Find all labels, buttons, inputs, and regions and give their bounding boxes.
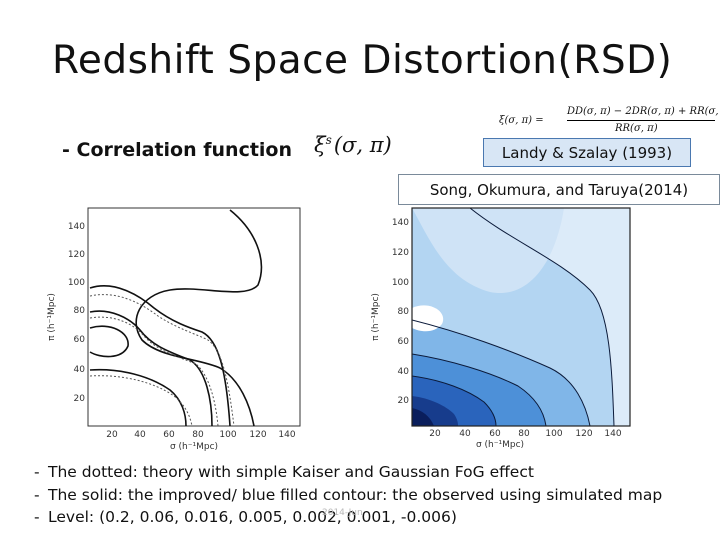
left-plot-frame [87, 207, 301, 427]
left-y-axis-label: π (h⁻¹Mpc) [47, 293, 57, 341]
left-x-tick-140: 140 [278, 430, 295, 440]
right-x-tick-100: 100 [545, 429, 562, 439]
left-contour-bottom [89, 368, 187, 427]
left-x-tick-20: 20 [106, 430, 118, 440]
song-okumura-taruya-reference: Song, Okumura, and Taruya(2014) [398, 174, 720, 205]
left-contour-outer [135, 209, 263, 427]
left-y-tick-100: 100 [68, 278, 85, 288]
left-contour-inner [89, 310, 213, 427]
left-contour-mid [89, 285, 231, 427]
right-x-tick-80: 80 [518, 429, 530, 439]
landy-szalay-reference: Landy & Szalay (1993) [483, 138, 691, 167]
left-solid-contours [89, 209, 263, 427]
right-y-axis-label: π (h⁻¹Mpc) [371, 293, 381, 341]
right-x-tick-40: 40 [459, 429, 471, 439]
left-x-tick-60: 60 [163, 430, 175, 440]
formula-fraction-bar [567, 120, 715, 121]
left-y-ticks: 140 120 100 80 60 40 20 [68, 222, 85, 404]
right-y-tick-60: 60 [398, 337, 410, 347]
left-contour-plot: 140 120 100 80 60 40 20 20 40 60 80 100 … [47, 207, 301, 452]
right-y-tick-80: 80 [398, 307, 410, 317]
left-x-tick-40: 40 [134, 430, 146, 440]
right-white-lobe [412, 305, 444, 332]
left-x-axis-label: σ (h⁻¹Mpc) [170, 442, 218, 452]
left-x-tick-120: 120 [249, 430, 266, 440]
left-y-tick-60: 60 [74, 335, 86, 345]
right-x-tick-120: 120 [575, 429, 592, 439]
formula-denominator: RR(σ, π) [615, 123, 658, 134]
xi-symbol: ξs (σ, π) [314, 133, 392, 157]
left-y-tick-20: 20 [74, 394, 86, 404]
landy-szalay-formula: ξ(σ, π) = DD(σ, π) − 2DR(σ, π) + RR(σ, π… [497, 104, 720, 138]
left-y-tick-80: 80 [74, 306, 86, 316]
left-x-tick-100: 100 [219, 430, 236, 440]
formula-lhs: ξ(σ, π) = [499, 115, 544, 126]
right-x-tick-140: 140 [604, 429, 621, 439]
note-dotted: - The dotted: theory with simple Kaiser a… [34, 463, 534, 481]
right-contour-lines [412, 208, 615, 426]
right-y-ticks: 140 120 100 80 60 40 20 [392, 218, 409, 406]
left-y-tick-140: 140 [68, 222, 85, 232]
right-fill-level-7 [412, 408, 434, 426]
slide-title: Redshift Space Distortion(RSD) [52, 38, 673, 83]
note-levels: - Level: (0.2, 0.06, 0.016, 0.005, 0.002,… [34, 508, 457, 526]
right-contour-plot: 140 120 100 80 60 40 20 20 40 60 80 100 … [371, 207, 631, 450]
right-x-tick-60: 60 [489, 429, 501, 439]
left-y-tick-120: 120 [68, 250, 85, 260]
left-x-tick-80: 80 [192, 430, 204, 440]
right-upper-band [412, 208, 564, 294]
left-dotted-3 [89, 375, 193, 427]
left-dotted-2 [89, 316, 219, 427]
left-y-tick-40: 40 [74, 365, 86, 375]
right-x-axis-label: σ (h⁻¹Mpc) [476, 440, 524, 450]
right-y-tick-100: 100 [392, 278, 409, 288]
right-filled-contours [412, 208, 630, 426]
left-x-ticks: 20 40 60 80 100 120 140 [106, 430, 296, 440]
right-x-tick-20: 20 [429, 429, 441, 439]
right-x-ticks: 20 40 60 80 100 120 140 [429, 429, 622, 439]
notes-list: - The dotted: theory with simple Kaiser a… [34, 461, 662, 529]
note-solid: - The solid: the improved/ blue filled co… [34, 485, 663, 504]
correlation-function-label: - Correlation function [62, 139, 293, 161]
left-contour-loop [89, 325, 129, 358]
right-plot-frame [411, 207, 631, 427]
right-y-tick-120: 120 [392, 248, 409, 258]
right-y-tick-20: 20 [398, 396, 410, 406]
right-y-tick-40: 40 [398, 367, 410, 377]
formula-numerator: DD(σ, π) − 2DR(σ, π) + RR(σ, π) [567, 106, 720, 117]
watermark-text: 2014-Jun [322, 508, 363, 518]
left-dotted-contours [89, 294, 235, 427]
right-y-tick-140: 140 [392, 218, 409, 228]
